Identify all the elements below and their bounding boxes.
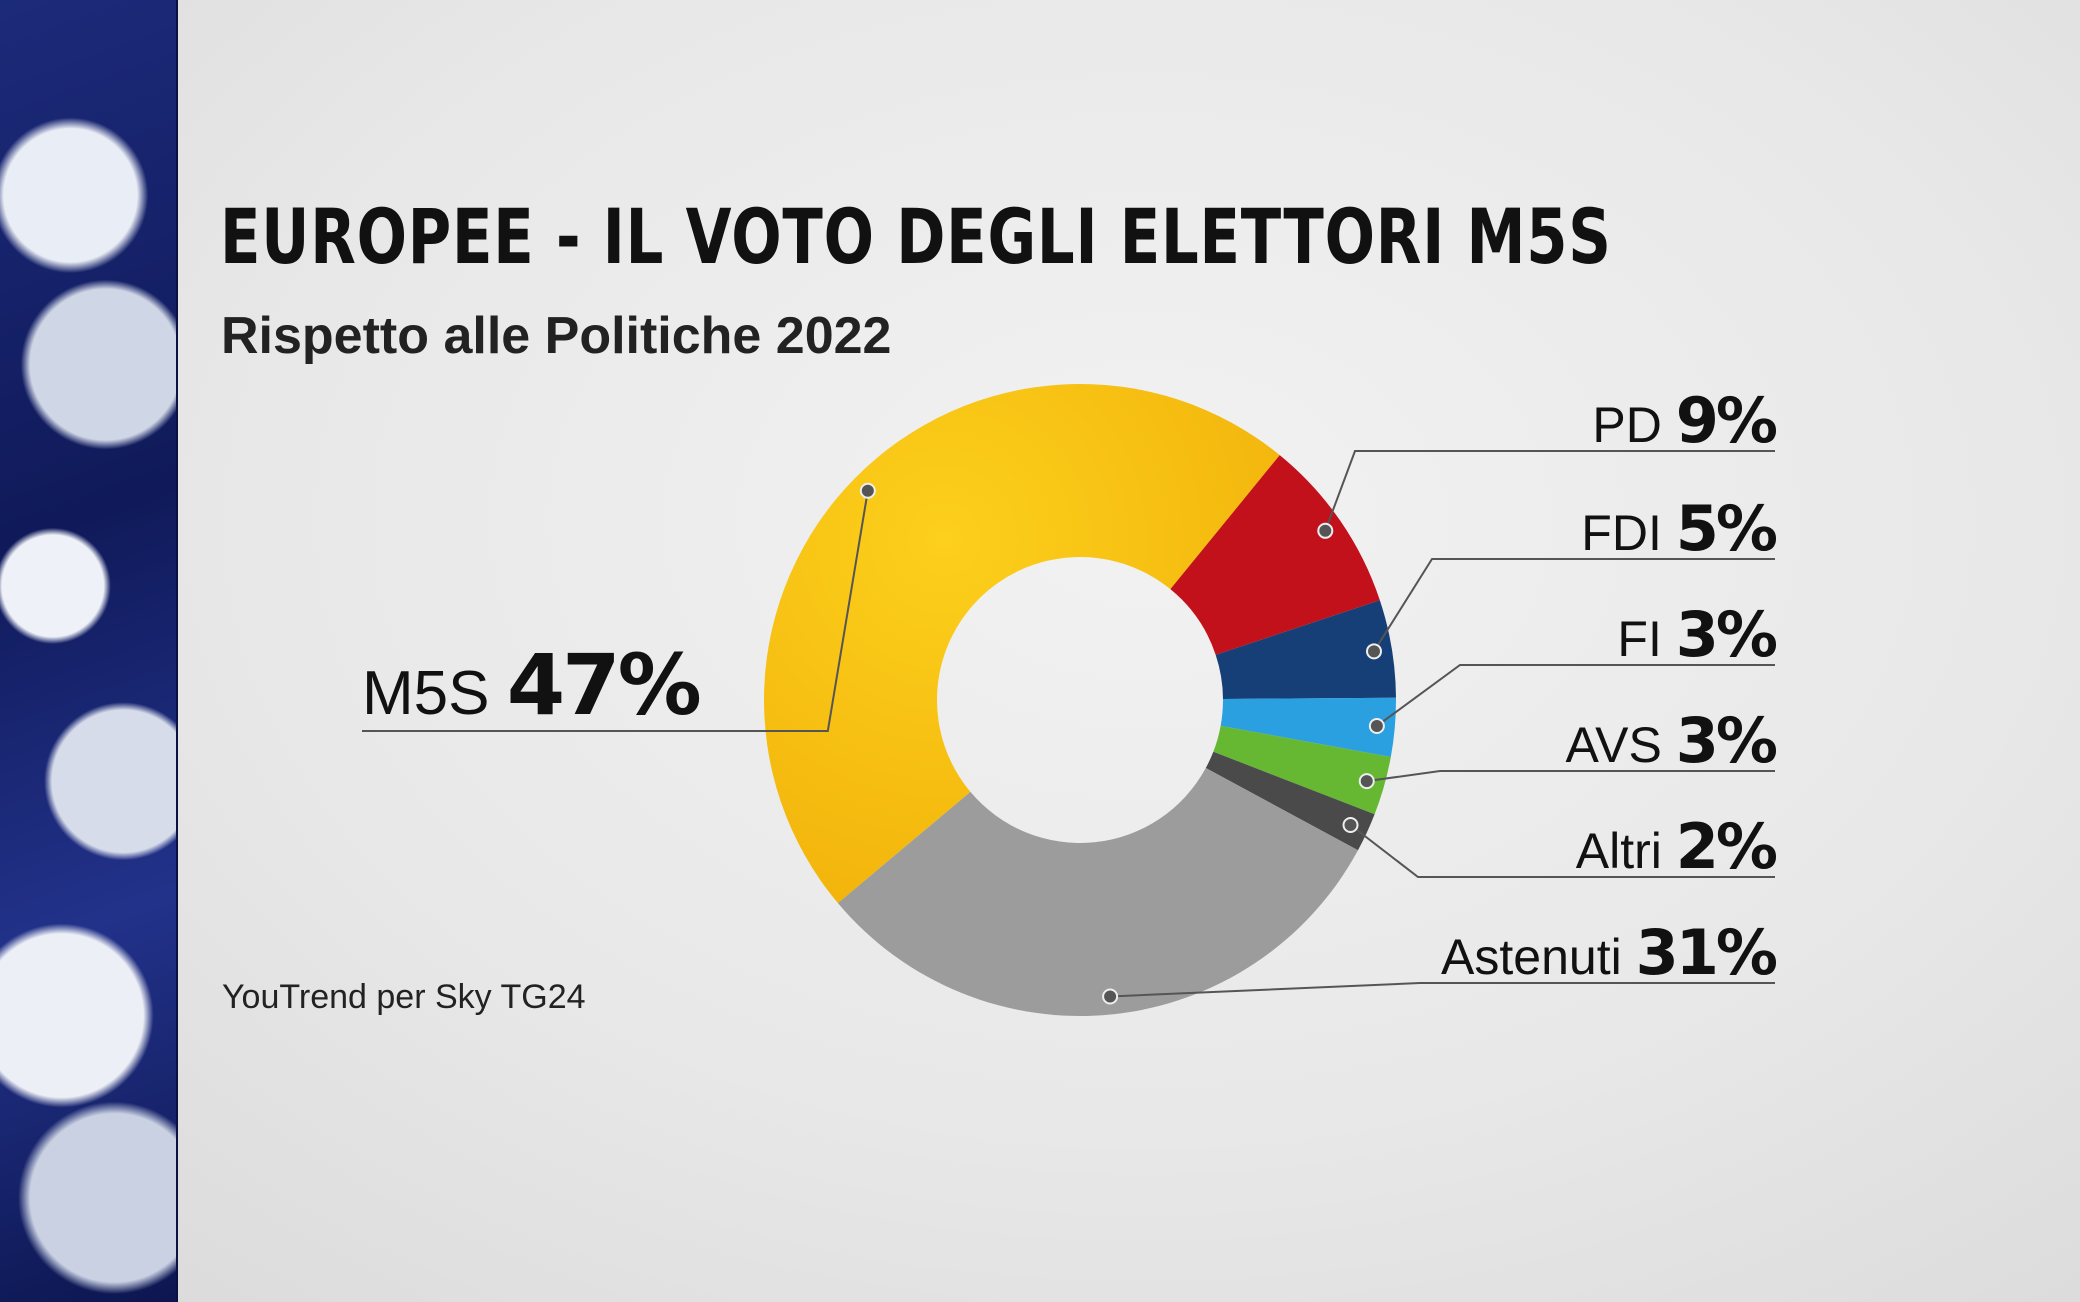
slice-fdi — [1215, 600, 1396, 700]
slice-labels: M5S 47% PD 9% FDI 5% FI 3% AVS 3% Altri 2% Ast… — [362, 384, 1780, 989]
slice-astenuti — [837, 768, 1358, 1017]
leader-dot-fdi — [1365, 643, 1382, 660]
leader-line-avs — [1366, 770, 1775, 783]
leader-line-m5s — [362, 490, 869, 732]
decorative-side-panel — [0, 0, 178, 1302]
chart-subtitle: Rispetto alle Politiche 2022 — [221, 307, 892, 365]
leader-line-fi — [1376, 664, 1775, 727]
label-astenuti: Astenuti 31% — [1441, 916, 1777, 989]
leader-dot-pd — [1317, 522, 1334, 539]
source-note: YouTrend per Sky TG24 — [222, 978, 586, 1016]
leader-dot-avs — [1358, 773, 1375, 790]
leader-line-pd — [1324, 450, 1775, 532]
label-m5s: M5S 47% — [362, 636, 700, 734]
slice-pd — [1170, 455, 1380, 655]
leader-dot-altri — [1342, 816, 1359, 833]
leader-lines — [362, 450, 1775, 1005]
label-pd: PD 9% — [1592, 384, 1776, 457]
slice-fi — [1220, 697, 1396, 758]
label-altri: Altri 2% — [1576, 810, 1777, 883]
leader-line-fdi — [1373, 558, 1775, 652]
slice-altri — [1205, 751, 1375, 851]
slice-avs — [1213, 725, 1391, 815]
leader-dot-fi — [1368, 717, 1385, 734]
chart-title: EUROPEE - IL VOTO DEGLI ELETTORI M5S — [220, 192, 1612, 281]
label-fi: FI 3% — [1617, 598, 1776, 671]
leader-line-astenuti — [1110, 982, 1775, 998]
donut-slices — [763, 383, 1396, 1017]
label-fdi: FDI 5% — [1581, 492, 1777, 565]
label-avs: AVS 3% — [1566, 704, 1777, 777]
slice-m5s — [763, 383, 1280, 904]
leader-dot-m5s — [859, 482, 876, 499]
leader-dot-astenuti — [1102, 988, 1119, 1005]
leader-line-altri — [1349, 824, 1775, 878]
